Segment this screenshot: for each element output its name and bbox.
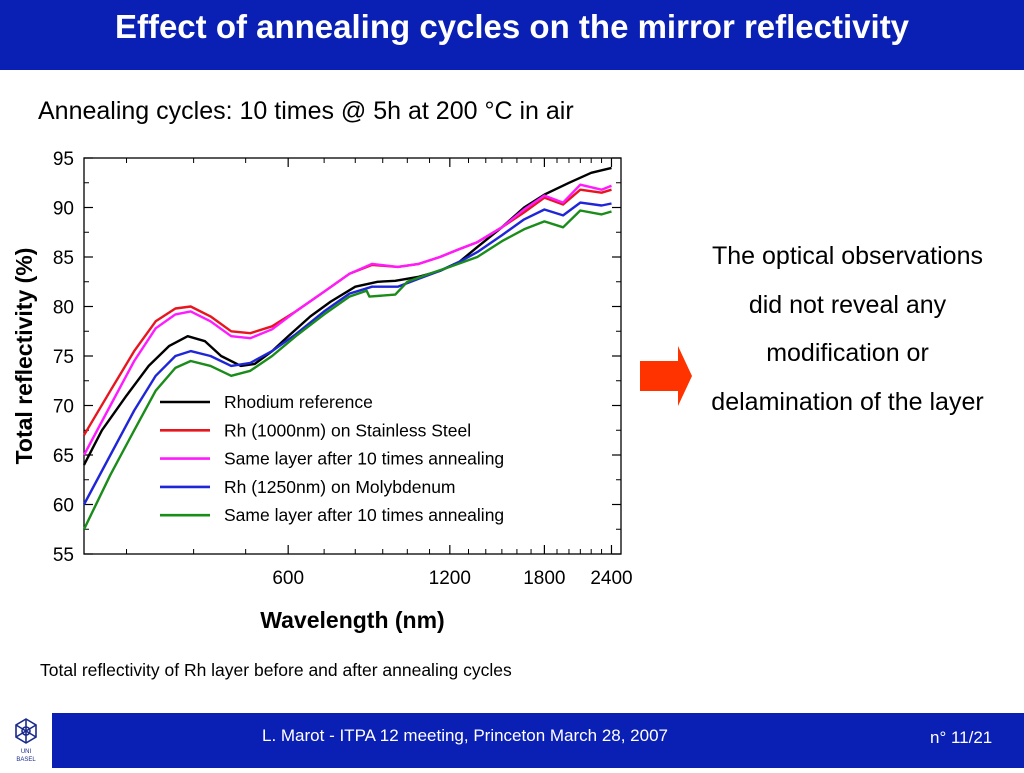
y-axis-title: Total reflectivity (%) bbox=[11, 248, 37, 465]
series-line-3 bbox=[82, 183, 612, 456]
legend-label-2: Rh (1000nm) on Stainless Steel bbox=[224, 420, 471, 440]
legend-label-5: Same layer after 10 times annealing bbox=[224, 505, 504, 525]
title-bar bbox=[0, 0, 1024, 70]
x-tick-label: 1200 bbox=[429, 568, 471, 589]
observation-text: The optical observations did not reveal … bbox=[711, 242, 984, 416]
y-tick-label: 85 bbox=[53, 248, 74, 269]
svg-text:BASEL: BASEL bbox=[16, 757, 36, 763]
y-tick-label: 95 bbox=[53, 149, 74, 170]
slide-subtitle: Annealing cycles: 10 times @ 5h at 200 °… bbox=[38, 97, 574, 125]
y-tick-label: 60 bbox=[53, 496, 74, 517]
y-tick-label: 70 bbox=[53, 397, 74, 418]
reflectivity-chart: 55 60 65 70 75 80 85 90 95 600 1200 1800 2400 Wavelen… bbox=[11, 149, 633, 633]
plot-area: 55 60 65 70 75 80 85 90 95 600 1200 1800 2400 Wavelen… bbox=[11, 149, 633, 633]
legend-label-4: Rh (1250nm) on Molybdenum bbox=[224, 477, 456, 497]
legend-label-1: Rhodium reference bbox=[224, 392, 373, 412]
arrow-shape bbox=[640, 346, 692, 406]
y-tick-label: 90 bbox=[53, 199, 74, 220]
footer-text: L. Marot - ITPA 12 meeting, Princeton Ma… bbox=[262, 726, 668, 745]
university-logo: UNI BASEL bbox=[0, 713, 52, 768]
y-tick-label: 75 bbox=[53, 347, 74, 368]
slide-title: Effect of annealing cycles on the mirror… bbox=[114, 8, 910, 45]
x-tick-label: 1800 bbox=[523, 568, 565, 589]
y-tick-label: 80 bbox=[53, 298, 74, 319]
page-number: n° 11/21 bbox=[930, 728, 993, 747]
x-axis-title: Wavelength (nm) bbox=[260, 607, 444, 633]
svg-text:UNI: UNI bbox=[21, 749, 32, 755]
right-arrow-icon bbox=[640, 346, 692, 411]
y-tick-label: 65 bbox=[53, 446, 74, 467]
footer-bar bbox=[0, 713, 1024, 768]
series-line-5 bbox=[82, 209, 612, 530]
x-tick-label: 600 bbox=[272, 568, 304, 589]
y-tick-label: 55 bbox=[53, 545, 74, 566]
series-line-4 bbox=[82, 201, 612, 506]
x-tick-label: 2400 bbox=[590, 568, 632, 589]
figure-caption: Total reflectivity of Rh layer before an… bbox=[40, 660, 512, 680]
legend-label-3: Same layer after 10 times annealing bbox=[224, 449, 504, 469]
